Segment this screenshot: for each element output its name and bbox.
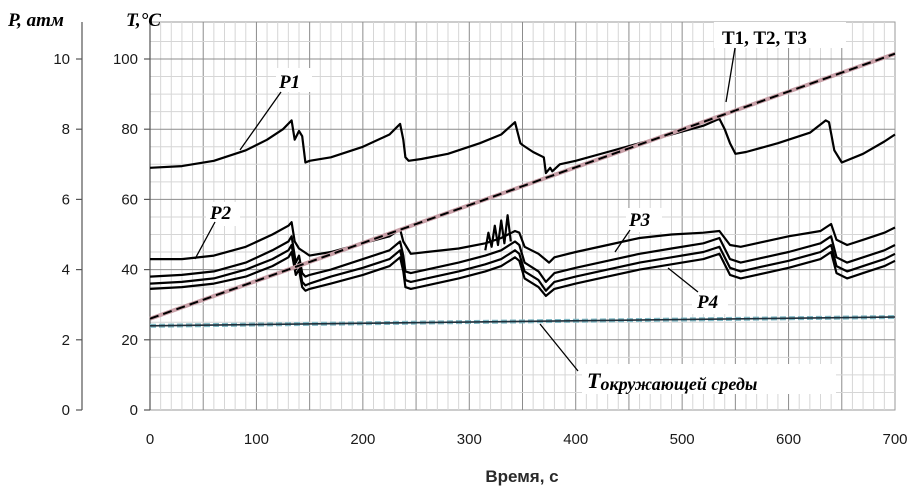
p-tick-label: 4 — [62, 262, 70, 279]
annotation-tamb-sub: окружающей среды — [600, 374, 757, 394]
x-tick-label: 200 — [350, 431, 375, 448]
annotation-p3-leader — [614, 229, 631, 253]
t-tick-label: 40 — [121, 262, 138, 279]
p-tick-label: 2 — [62, 332, 70, 349]
series-line — [149, 235, 896, 283]
x-tick-label: 0 — [146, 431, 154, 448]
t-tick-label: 100 — [113, 51, 138, 68]
annotation-p2-leader — [194, 221, 216, 260]
p-tick-label: 6 — [62, 191, 70, 208]
series-line — [149, 316, 896, 327]
t-tick-label: 20 — [121, 332, 138, 349]
x-tick-label: 100 — [244, 431, 269, 448]
series-line — [150, 221, 896, 264]
x-tick-label: 700 — [882, 431, 907, 448]
p2-label-bg — [206, 202, 240, 226]
series-line — [484, 214, 512, 251]
annotation-t123: T1, T2, T3 — [722, 28, 807, 49]
t123-label-bg — [714, 22, 846, 48]
x-tick-label: 600 — [776, 431, 801, 448]
series-line — [149, 117, 896, 175]
x-tick-label: 300 — [457, 431, 482, 448]
x-tick-label: 400 — [563, 431, 588, 448]
x-tick-label: 500 — [670, 431, 695, 448]
right-axis-title: T,°C — [126, 10, 161, 31]
annotation-p3: P3 — [628, 210, 650, 231]
tamb-label-bg — [582, 364, 836, 394]
t-tick-label: 60 — [121, 191, 138, 208]
annotation-tamb-leader — [539, 323, 579, 372]
p-tick-label: 10 — [53, 51, 70, 68]
annotation-p2: P2 — [209, 203, 232, 224]
chart-plot — [149, 51, 896, 328]
annotation-t123-leader — [725, 47, 736, 103]
p1-label-bg — [276, 68, 312, 92]
p-tick-label: 8 — [62, 121, 70, 138]
t-tick-label: 80 — [121, 121, 138, 138]
p3-label-bg — [626, 208, 662, 232]
series-line — [149, 250, 896, 297]
p-tick-label: 0 — [62, 402, 70, 419]
t-tick-label: 0 — [130, 402, 138, 419]
annotation-p4: P4 — [696, 292, 718, 313]
series-line — [149, 52, 896, 320]
annotation-p1: P1 — [278, 72, 300, 93]
annotation-tamb: Tокружающей среды — [587, 368, 757, 394]
annotation-tamb-main: T — [587, 368, 602, 393]
chart-labels: P, атм T,°C Время, с — [7, 10, 559, 486]
annotation-p1-leader — [239, 91, 282, 151]
chart-grid — [149, 21, 896, 411]
annotation-p4-leader — [667, 267, 699, 293]
chart-annotations: P1 P2 P3 P4 T1, T2, T3 Tокружающей среды — [194, 22, 846, 394]
left-axis-title: P, атм — [7, 10, 64, 31]
p4-label-bg — [692, 290, 728, 314]
x-axis-title: Время, с — [485, 467, 558, 486]
